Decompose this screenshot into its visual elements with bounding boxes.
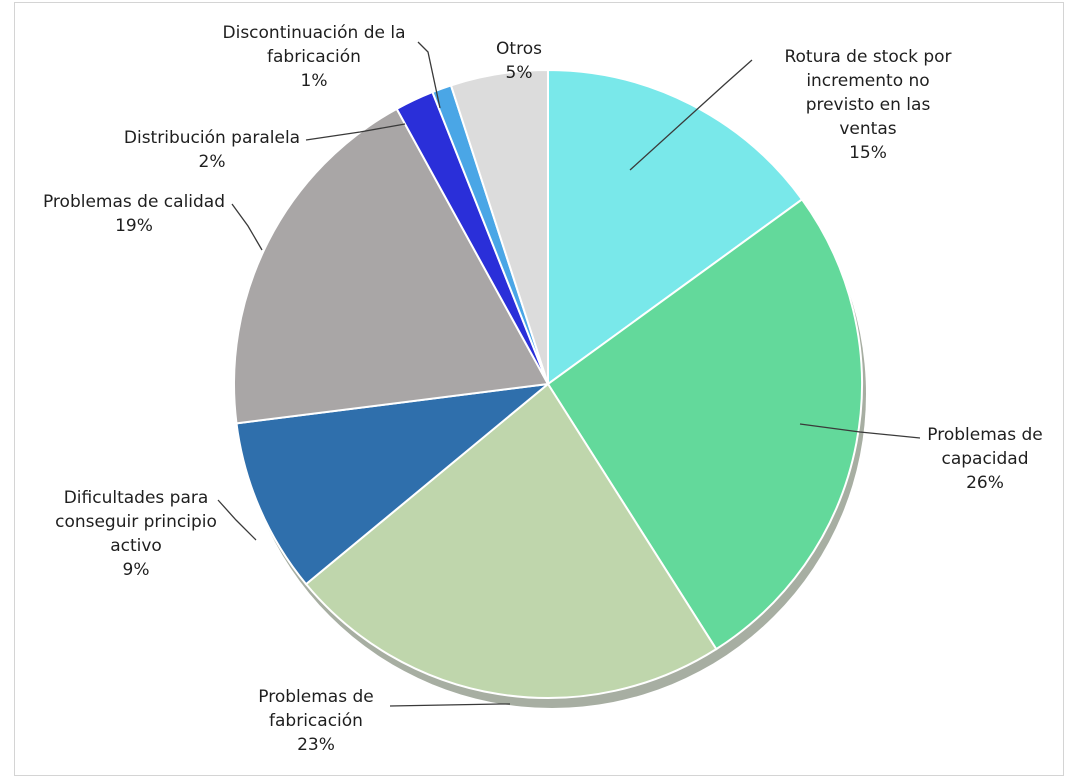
slice-label-line: Discontinuación de la: [223, 23, 406, 43]
slice-label-line: Rotura de stock por: [784, 47, 951, 67]
slice-label-line: Problemas de calidad: [43, 192, 225, 212]
slice-percent: 1%: [301, 71, 328, 91]
slice-label-line: fabricación: [269, 711, 363, 731]
pie-slices: [233, 68, 863, 699]
slice-label: Rotura de stock por incremento no previsto…: [784, 47, 951, 163]
pie-slice: [449, 68, 549, 385]
slice-label-line: Problemas de: [927, 425, 1042, 445]
slice-label-line: Problemas de: [258, 687, 373, 707]
slice-percent: 26%: [966, 473, 1004, 493]
slice-label-line: previsto en las: [806, 95, 931, 115]
slice-percent: 23%: [297, 735, 335, 755]
leader-line: [231, 203, 263, 251]
slice-label: Dificultades para conseguir principio acti…: [55, 488, 217, 580]
pie-slice: [304, 382, 718, 699]
slice-label: Problemas de fabricación 23%: [258, 687, 373, 755]
leader-line: [305, 123, 406, 141]
slice-label-line: Otros: [496, 39, 542, 59]
slice-label-line: capacidad: [941, 449, 1028, 469]
slice-label: Otros 5%: [496, 39, 542, 83]
slice-label: Discontinuación de la fabricación 1%: [223, 23, 406, 91]
slice-label-line: Distribución paralela: [124, 128, 300, 148]
pie-slice: [547, 68, 804, 386]
slice-label-line: Dificultades para: [64, 488, 209, 508]
leader-line: [217, 499, 257, 541]
slice-label-line: incremento no: [806, 71, 929, 91]
leader-line: [389, 703, 510, 707]
leader-line: [629, 59, 753, 171]
leader-lines: [217, 41, 921, 707]
slice-label-line: conseguir principio: [55, 512, 217, 532]
slice-percent: 15%: [849, 143, 887, 163]
slice-label-line: activo: [110, 536, 162, 556]
slice-label-line: fabricación: [267, 47, 361, 67]
slice-label: Problemas de capacidad 26%: [927, 425, 1042, 493]
slice-percent: 9%: [123, 560, 150, 580]
slice-percent: 19%: [115, 216, 153, 236]
slice-label: Problemas de calidad 19%: [43, 192, 225, 236]
slice-labels: Rotura de stock por incremento no previsto…: [43, 23, 1043, 755]
pie-slice: [235, 382, 552, 586]
pie-slice: [546, 198, 863, 651]
slice-percent: 5%: [506, 63, 533, 83]
slice-label: Distribución paralela 2%: [124, 128, 300, 172]
slice-percent: 2%: [199, 152, 226, 172]
leader-line: [799, 423, 921, 439]
leader-line: [417, 41, 441, 109]
slice-label-line: ventas: [839, 119, 896, 139]
